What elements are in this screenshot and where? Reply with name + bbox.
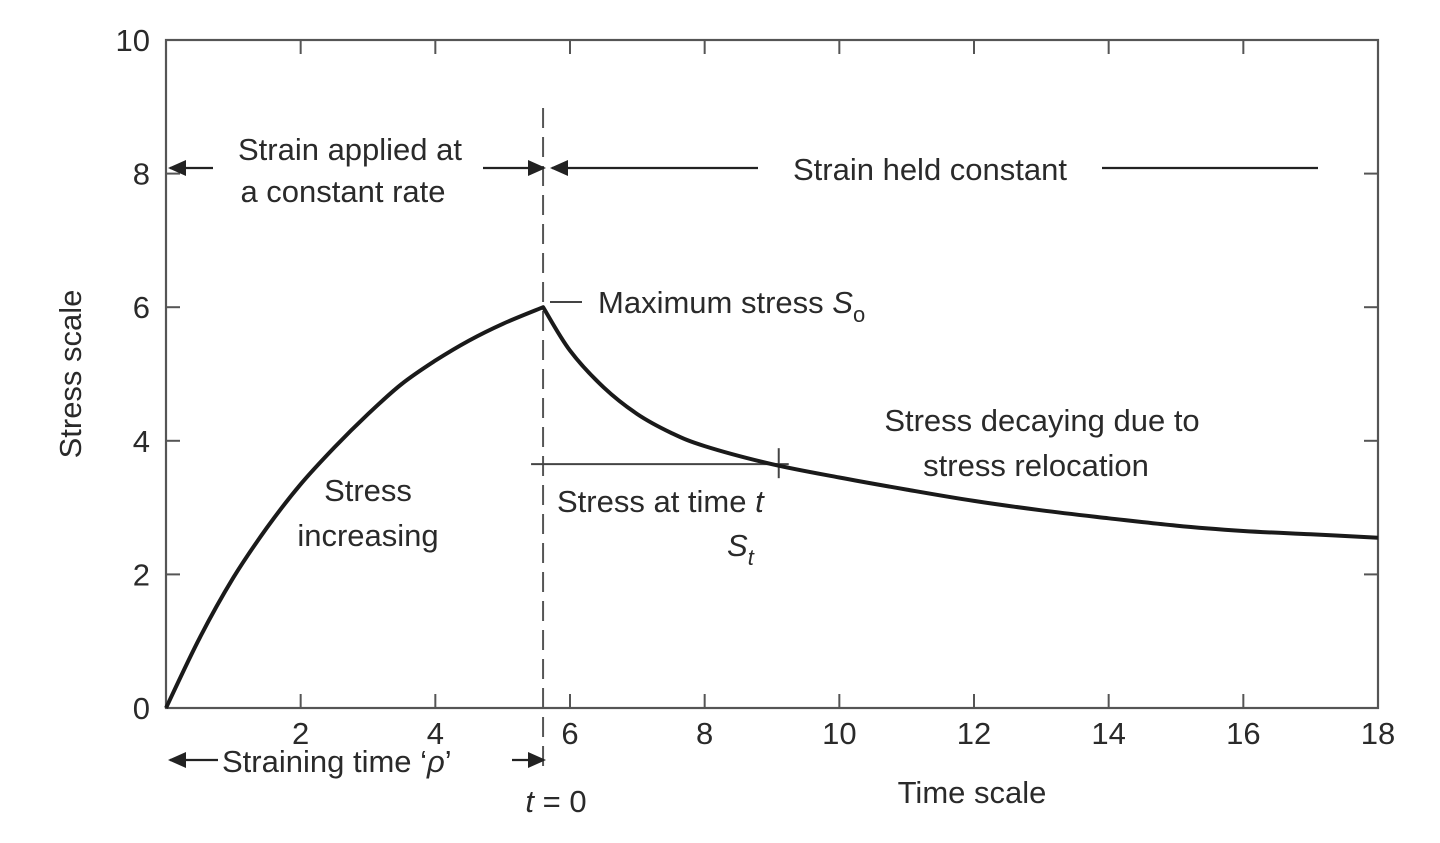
x-tick-label: 16: [1226, 716, 1260, 751]
max-stress-subscript: o: [853, 302, 865, 327]
y-tick-label: 0: [133, 691, 150, 726]
stress-increasing-line2: increasing: [297, 518, 438, 553]
straining-time-rho: ρ: [426, 744, 445, 779]
x-tick-label: 6: [561, 716, 578, 751]
t-zero-label: t = 0: [525, 784, 586, 819]
y-tick-label: 2: [133, 557, 150, 592]
y-axis-label: Stress scale: [53, 290, 88, 459]
max-stress-text: Maximum stress: [598, 285, 832, 320]
x-tick-label: 8: [696, 716, 713, 751]
x-tick-label: 18: [1361, 716, 1395, 751]
y-tick-label: 6: [133, 290, 150, 325]
x-tick-label: 12: [957, 716, 991, 751]
x-tick-label: 14: [1091, 716, 1125, 751]
strain-applied-line2: a constant rate: [240, 174, 445, 209]
axis-ticks: [166, 39, 1379, 709]
strain-applied-line1: Strain applied at: [238, 132, 462, 167]
st-subscript: t: [748, 545, 755, 570]
y-tick-label: 8: [133, 157, 150, 192]
st-symbol-label: St: [727, 528, 755, 570]
plot-frame: [164, 38, 1380, 710]
stress-decaying-line2: stress relocation: [923, 448, 1149, 483]
t-zero-t: t: [525, 784, 535, 819]
straining-time-label: Straining time ‘ρ’: [222, 744, 452, 779]
max-stress-symbol: S: [832, 285, 853, 320]
stress-at-time-text: Stress at time: [557, 484, 755, 519]
strain-held-arrow: [550, 160, 1318, 176]
stress-decaying-line1: Stress decaying due to: [884, 403, 1199, 438]
tick-labels: 2 4 6 8 10 12 14 16 18 0 2 4 6 8 10: [116, 23, 1396, 751]
stress-increasing-line1: Stress: [324, 473, 412, 508]
stress-curve: [164, 305, 1379, 709]
straining-time-quote: ’: [445, 744, 452, 779]
strain-applied-arrow: [168, 160, 546, 176]
st-symbol: S: [727, 528, 748, 563]
x-tick-label: 10: [822, 716, 856, 751]
y-tick-label: 10: [116, 23, 150, 58]
stress-at-time-t: t: [755, 484, 765, 519]
x-tick-label: 4: [427, 716, 444, 751]
x-tick-label: 2: [292, 716, 309, 751]
stress-at-time-label: Stress at time t: [557, 484, 765, 519]
x-axis-label: Time scale: [898, 775, 1047, 810]
straining-time-arrow: [168, 752, 546, 768]
straining-time-text: Straining time ‘: [222, 744, 427, 779]
max-stress-label: Maximum stress So: [598, 285, 865, 327]
t-zero-rest: = 0: [534, 784, 587, 819]
y-tick-label: 4: [133, 424, 150, 459]
strain-held-label: Strain held constant: [793, 152, 1067, 187]
